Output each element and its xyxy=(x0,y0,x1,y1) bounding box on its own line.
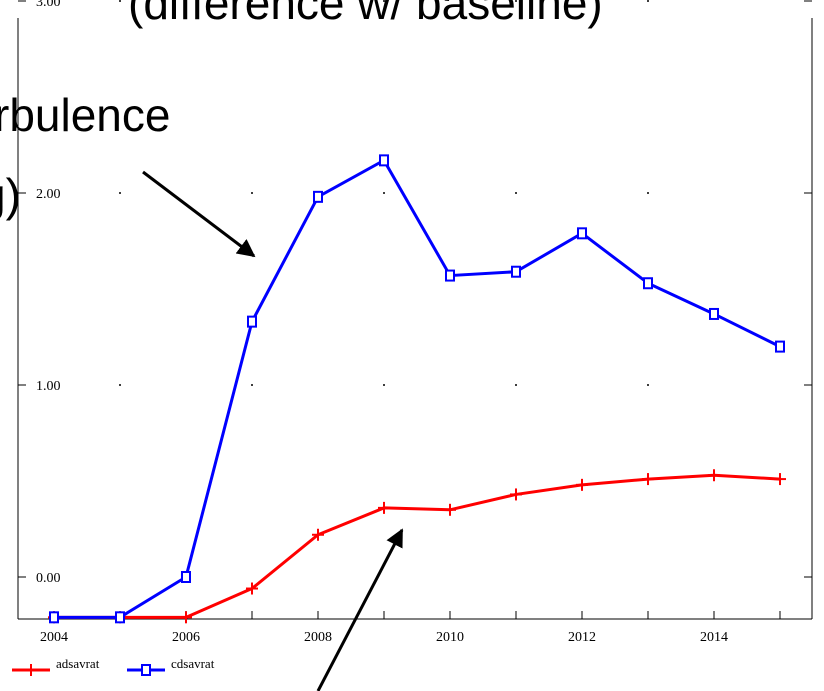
point-adsavrat xyxy=(378,501,390,514)
point-adsavrat xyxy=(444,503,456,516)
x-tick-label: 2006 xyxy=(172,630,200,645)
annotation-arrow-upper xyxy=(142,170,256,258)
point-cdsavrat xyxy=(775,340,785,353)
point-adsavrat xyxy=(246,582,258,595)
point-adsavrat xyxy=(510,488,522,501)
point-cdsavrat xyxy=(577,227,587,240)
grid-dot xyxy=(647,0,649,2)
point-cdsavrat xyxy=(181,571,191,583)
grid-dot xyxy=(647,192,649,194)
point-cdsavrat xyxy=(643,277,653,290)
point-cdsavrat xyxy=(49,611,59,624)
grid-dot xyxy=(515,384,517,386)
callout-text-line-2: g) xyxy=(0,169,21,221)
chart-title-fragment: (difference w/ baseline) xyxy=(128,0,603,29)
point-adsavrat xyxy=(180,611,192,624)
arrows xyxy=(142,170,404,691)
legend-item-adsavrat: adsavrat xyxy=(12,656,100,676)
point-cdsavrat xyxy=(247,315,257,328)
grid-dot xyxy=(383,0,385,2)
x-tick-label: 2014 xyxy=(700,630,728,645)
series-layer xyxy=(48,154,786,624)
grid-dot xyxy=(251,0,253,2)
point-adsavrat xyxy=(774,473,786,486)
y-tick-label: 0.00 xyxy=(36,571,61,586)
grid-dot xyxy=(119,0,121,2)
grid-dot xyxy=(383,384,385,386)
grid-dot xyxy=(119,384,121,386)
annotation-arrow-lower xyxy=(316,528,404,691)
point-adsavrat xyxy=(312,528,324,541)
grid-dot xyxy=(515,192,517,194)
grid-dots xyxy=(119,0,649,386)
grid-dot xyxy=(383,192,385,194)
y-tick-label: 1.00 xyxy=(36,379,61,394)
point-cdsavrat xyxy=(511,265,521,278)
axes: 0.00 1.00 2.00 3.00 2004 2006 2008 2010 2012 2014 xyxy=(17,0,813,645)
grid-dot xyxy=(119,192,121,194)
x-tick-label: 2004 xyxy=(40,630,68,645)
x-tick-label: 2012 xyxy=(568,630,596,645)
legend-item-cdsavrat: cdsavrat xyxy=(127,656,215,676)
x-tick-label: 2010 xyxy=(436,630,464,645)
grid-dot xyxy=(515,0,517,2)
point-adsavrat xyxy=(708,469,720,482)
point-cdsavrat xyxy=(313,190,323,203)
series-line-cdsavrat xyxy=(54,158,781,619)
point-adsavrat xyxy=(642,473,654,486)
grid-dot xyxy=(647,384,649,386)
legend: adsavrat cdsavrat xyxy=(12,656,215,676)
y-tick-label: 3.00 xyxy=(36,0,61,10)
point-cdsavrat xyxy=(115,611,125,624)
series-line-adsavrat xyxy=(54,473,781,619)
callout-text-line-1: rbulence xyxy=(0,89,171,141)
point-cdsavrat xyxy=(709,307,719,320)
point-cdsavrat xyxy=(445,269,455,282)
x-tick-label: 2008 xyxy=(304,630,332,645)
point-adsavrat xyxy=(576,478,588,491)
grid-dot xyxy=(251,384,253,386)
y-tick-label: 2.00 xyxy=(36,187,61,202)
legend-label: cdsavrat xyxy=(171,656,215,671)
legend-label: adsavrat xyxy=(56,656,100,671)
point-cdsavrat xyxy=(379,154,389,167)
grid-dot xyxy=(251,192,253,194)
